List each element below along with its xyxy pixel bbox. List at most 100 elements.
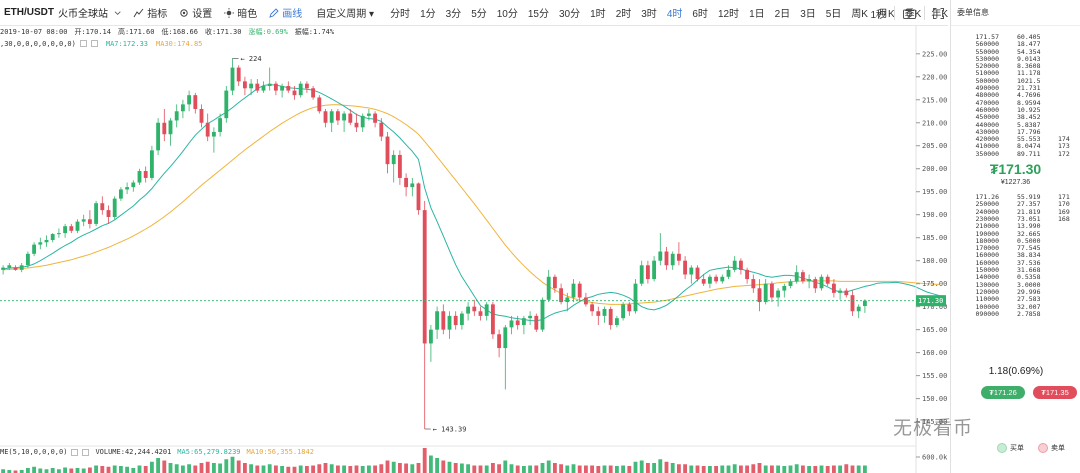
settings-button[interactable]: 设置 [179, 5, 212, 20]
period-tab[interactable]: 分时 [390, 9, 411, 20]
theme-toggle-button[interactable]: 暗色 [224, 5, 257, 20]
pair-name[interactable]: ETH/USDT [4, 7, 54, 18]
orderbook-row[interactable]: 350000 89.711 172 [951, 150, 1080, 158]
volume-bar [149, 461, 154, 473]
row-price: 110000 [975, 295, 999, 304]
orderbook-row[interactable]: 470000 8.9594 [951, 99, 1080, 107]
refresh-interval[interactable]: 1秒 [870, 9, 886, 21]
orderbook-row[interactable]: 160000 37.536 [951, 259, 1080, 267]
period-tab[interactable]: 季K [904, 9, 922, 20]
orderbook-row[interactable]: 450000 38.452 [951, 113, 1080, 121]
period-tab[interactable]: 1日 [749, 9, 765, 20]
orderbook-row[interactable]: 430000 17.796 [951, 128, 1080, 136]
indicators-button[interactable]: 指标 [133, 5, 167, 20]
orderbook-row[interactable]: 550000 54.354 [951, 47, 1080, 56]
orderbook-row[interactable]: 480000 4.7696 [951, 92, 1080, 100]
sell-price-button[interactable]: ₮171.35 [1033, 386, 1077, 399]
buy-price-button[interactable]: ₮171.26 [981, 386, 1025, 399]
orderbook-row[interactable]: 420000 55.553 174 [951, 135, 1080, 143]
candle [621, 302, 626, 321]
orderbook-row[interactable]: 090000 2.7858 [951, 310, 1080, 318]
volume-bar [838, 465, 843, 473]
close-box-icon[interactable] [82, 448, 90, 456]
row-price: 550000 [975, 47, 999, 56]
candle [304, 81, 309, 93]
settings-box-icon[interactable] [71, 448, 79, 456]
period-tab[interactable]: 年K [931, 9, 948, 20]
orderbook-row[interactable]: 120000 29.996 [951, 288, 1080, 296]
low-value: 低:168.66 [161, 28, 198, 36]
candle-body [87, 219, 92, 224]
orderbook-row[interactable]: 460000 10.925 [951, 106, 1080, 114]
volume-value: VOLUME:42,244.4201 [95, 448, 172, 456]
orderbook-row[interactable]: 140000 0.5358 [951, 274, 1080, 282]
fullscreen-icon[interactable] [933, 7, 944, 19]
orderbook-row[interactable]: 510000 11.178 [951, 70, 1080, 78]
candle [552, 274, 557, 293]
orderbook-row[interactable]: 130000 3.0000 [951, 281, 1080, 289]
orderbook-row[interactable]: 160000 38.834 [951, 252, 1080, 260]
candle [763, 279, 768, 305]
settings-box-icon[interactable] [79, 40, 87, 47]
candle-body [422, 210, 427, 344]
candle [503, 325, 508, 390]
period-tab[interactable]: 2时 [615, 9, 632, 20]
period-tab[interactable]: 月K [877, 9, 895, 20]
orderbook-row[interactable]: 100000 32.007 [951, 303, 1080, 311]
candle [267, 67, 272, 91]
period-tab[interactable]: 30分 [559, 9, 581, 20]
candle [404, 173, 409, 197]
candle-body [738, 260, 743, 270]
period-tab[interactable]: 6时 [692, 9, 708, 20]
y-tick-label: 160.00 [922, 349, 947, 357]
orderbook-row[interactable]: 190000 32.665 [951, 230, 1080, 238]
last-price-cny: ¥1227.36 [1000, 179, 1031, 187]
period-tab[interactable]: 1时 [590, 9, 606, 20]
volume-bar [187, 464, 192, 473]
candle [81, 214, 86, 227]
orderbook-row[interactable]: 560000 18.477 [951, 40, 1080, 48]
orderbook-row[interactable]: 500000 1021.5 [951, 77, 1080, 85]
period-tab[interactable]: 12时 [717, 9, 740, 20]
orderbook-row[interactable]: 171.57 60.405 [951, 33, 1080, 41]
candle [94, 200, 99, 227]
orderbook-row[interactable]: 110000 27.583 [951, 295, 1080, 304]
period-tab[interactable]: 5日 [825, 9, 842, 20]
period-tab[interactable]: 周K [851, 9, 868, 20]
candle-body [373, 113, 378, 123]
orderbook-row[interactable]: 150000 31.668 [951, 266, 1080, 274]
orderbook-row[interactable]: 440000 5.8387 [951, 121, 1080, 129]
period-tab[interactable]: 1分 [420, 9, 436, 20]
orderbook-row[interactable]: 171.26 55.919 171 [951, 193, 1080, 201]
volume-bar [844, 464, 849, 473]
orderbook-row[interactable]: 520000 8.3608 [951, 62, 1080, 70]
period-tab[interactable]: 4时 [666, 9, 683, 20]
ma7-value: MA7:172.33 [105, 39, 149, 48]
orderbook-row[interactable]: 410000 8.0474 173 [951, 143, 1080, 151]
orderbook-row[interactable]: 230000 73.051 168 [951, 215, 1080, 223]
period-tab[interactable]: 3日 [800, 9, 816, 20]
period-tab[interactable]: 2日 [774, 9, 791, 20]
orderbook-row[interactable]: 210000 13.990 [951, 222, 1080, 230]
custom-period-dropdown[interactable]: 自定义周期 ▾ [316, 9, 375, 20]
volume-bar [521, 466, 526, 473]
close-box-icon[interactable] [90, 40, 98, 47]
candle-body [112, 198, 117, 218]
draw-tools-button[interactable]: 画线 [269, 5, 302, 20]
orderbook-row[interactable]: 530000 9.0143 [951, 55, 1080, 63]
orderbook-row[interactable]: 490000 21.731 [951, 84, 1080, 92]
orderbook-row[interactable]: 250000 27.357 170 [951, 201, 1080, 209]
period-tab[interactable]: 10分 [496, 9, 518, 20]
camera-icon[interactable] [903, 8, 916, 19]
period-tab[interactable]: 3时 [641, 9, 657, 20]
period-tab[interactable]: 5分 [471, 9, 487, 20]
chevron-down-icon[interactable] [114, 9, 121, 17]
period-tab[interactable]: 15分 [527, 9, 549, 20]
period-tab[interactable]: 3分 [445, 9, 462, 20]
orderbook-row[interactable]: 240000 21.819 169 [951, 208, 1080, 216]
orderbook-row[interactable]: 180000 0.5000 [951, 237, 1080, 245]
candlestick-chart[interactable]: 225.00 220.00 215.00 210.00 205.00 200.00 195.… [0, 0, 948, 473]
orderbook-row[interactable]: 170000 77.545 [951, 244, 1080, 252]
volume-bar [577, 465, 582, 473]
candle [658, 233, 663, 266]
